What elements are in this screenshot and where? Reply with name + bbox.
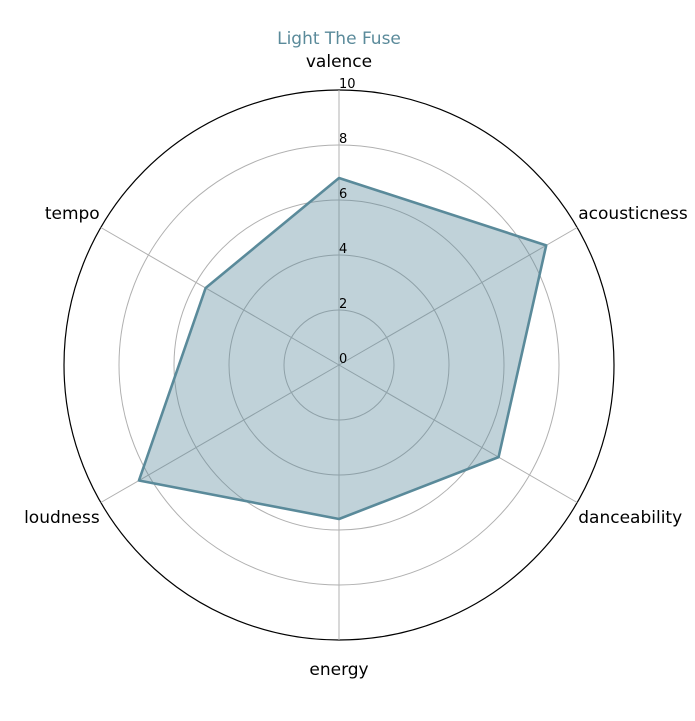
axis-label-valence: valence bbox=[306, 52, 372, 72]
axis-label-layer: valence acousticness danceability energy lou… bbox=[24, 52, 688, 680]
axis-label-loudness: loudness bbox=[24, 508, 100, 528]
axis-label-danceability: danceability bbox=[578, 508, 682, 528]
r-tick-label: 0 bbox=[339, 352, 347, 367]
r-tick-label: 2 bbox=[339, 297, 347, 312]
spoke-acousticness bbox=[338, 227, 578, 366]
r-tick-label: 10 bbox=[339, 77, 356, 92]
r-tick-label: 6 bbox=[339, 187, 347, 202]
series-area bbox=[138, 178, 547, 519]
axis-label-tempo: tempo bbox=[45, 204, 100, 224]
grid-layer bbox=[63, 89, 615, 641]
axis-label-acousticness: acousticness bbox=[578, 204, 688, 224]
r-tick-label: 8 bbox=[339, 132, 347, 147]
series-layer bbox=[137, 176, 548, 521]
spoke-tempo bbox=[100, 227, 340, 366]
tick-layer: 0 2 4 6 8 10 bbox=[339, 77, 356, 367]
chart-title: Light The Fuse bbox=[277, 29, 401, 49]
r-tick-label: 4 bbox=[339, 242, 347, 257]
axis-label-energy: energy bbox=[309, 660, 368, 680]
spoke-danceability bbox=[338, 364, 578, 503]
